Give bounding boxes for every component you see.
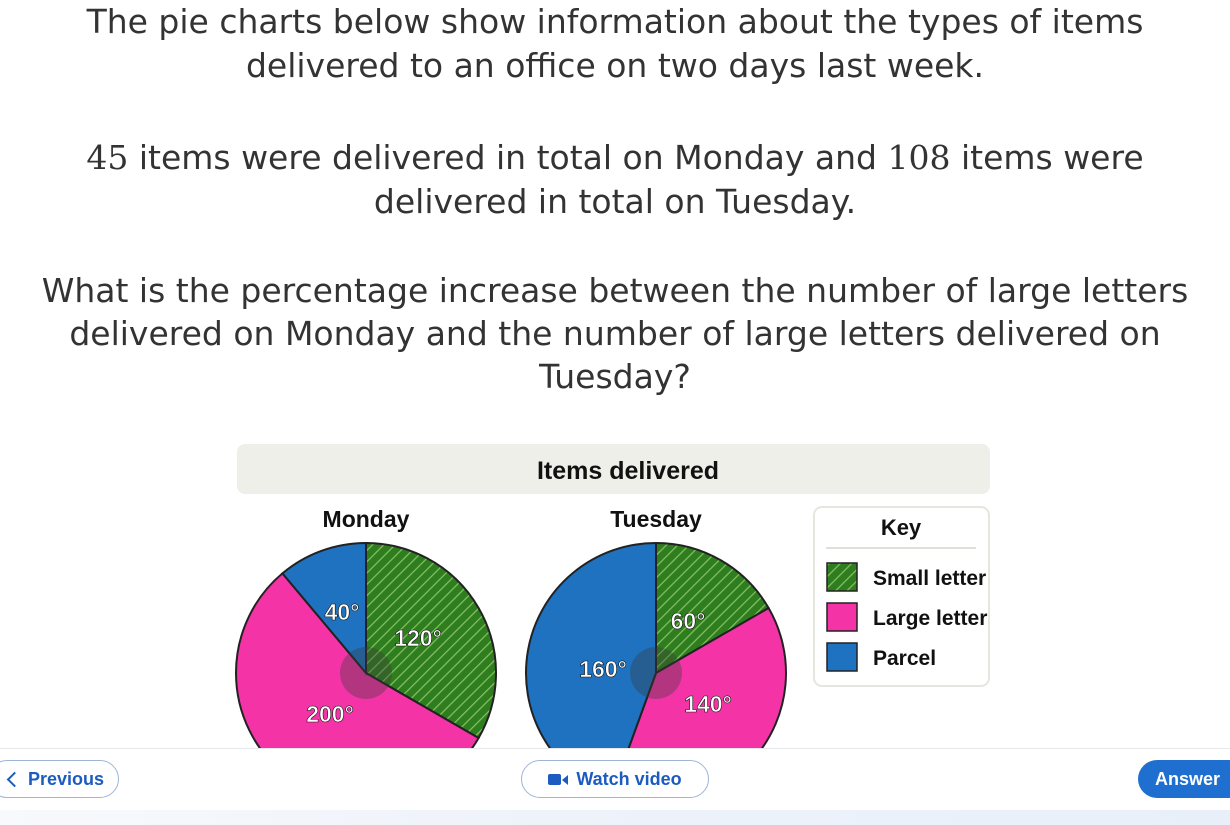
pie-charts-figure: Items delivered Monday 120° 200° 40° Tuesday… <box>234 444 990 748</box>
question-line: Tuesday? <box>539 357 691 396</box>
previous-label: Previous <box>27 768 105 789</box>
question-intro: The pie charts below show information ab… <box>0 0 1230 88</box>
chart-title: Items delivered <box>537 457 719 485</box>
angle-label: 200° <box>306 701 354 727</box>
video-camera-icon <box>548 769 569 790</box>
legend-title: Key <box>881 515 922 540</box>
legend-swatch <box>826 562 858 592</box>
question-fragment: items were <box>950 138 1144 177</box>
pie-slice-tuesday-small-letter <box>655 541 770 675</box>
question-line: delivered in total on Tuesday. <box>373 182 857 221</box>
angle-label: 160° <box>579 656 627 682</box>
footer-strip <box>0 810 1230 825</box>
angle-label: 140° <box>684 691 732 717</box>
legend-swatch <box>826 642 858 672</box>
question-line: delivered to an office on two days last … <box>245 46 985 85</box>
question-totals: 45 items were delivered in total on Mond… <box>0 136 1230 224</box>
previous-button[interactable]: Previous <box>0 760 119 798</box>
tuesday-total: 108 <box>887 138 951 177</box>
pie-slice-monday-small-letter <box>365 541 497 740</box>
pie-name-monday: Monday <box>323 506 410 532</box>
angle-marker <box>340 647 392 699</box>
legend-label: Small letter <box>873 567 986 590</box>
answer-button[interactable]: Answer <box>1138 760 1230 798</box>
angle-label: 40° <box>325 599 360 625</box>
angle-label: 120° <box>394 625 442 651</box>
answer-label: Answer <box>1155 768 1221 789</box>
pie-slice-monday-large-letter <box>234 572 480 748</box>
pie-slice-tuesday-parcel <box>525 541 657 748</box>
legend-swatch <box>826 602 858 632</box>
question-line: delivered on Monday and the number of la… <box>69 314 1161 353</box>
question-line: 45 items were delivered in total on Mond… <box>0 136 1230 180</box>
pie-slice-monday-parcel <box>281 541 367 676</box>
question-line: What is the percentage increase between … <box>41 271 1189 310</box>
angle-marker <box>630 647 682 699</box>
legend-label: Parcel <box>873 647 936 670</box>
watch-video-label: Watch video <box>576 768 682 789</box>
monday-total: 45 <box>86 138 129 177</box>
watch-video-button[interactable]: Watch video <box>521 760 709 798</box>
pie-name-tuesday: Tuesday <box>610 506 702 532</box>
legend-label: Large letter <box>873 607 987 630</box>
question-prompt: What is the percentage increase between … <box>0 269 1230 398</box>
question-line: The pie charts below show information ab… <box>86 2 1144 41</box>
question-fragment: items were delivered in total on Monday … <box>128 138 888 177</box>
pie-slice-tuesday-large-letter <box>627 606 787 748</box>
chart-title-bar <box>237 444 990 494</box>
legend-box <box>813 506 990 687</box>
angle-label: 60° <box>671 608 706 634</box>
chevron-left-icon <box>6 771 23 787</box>
